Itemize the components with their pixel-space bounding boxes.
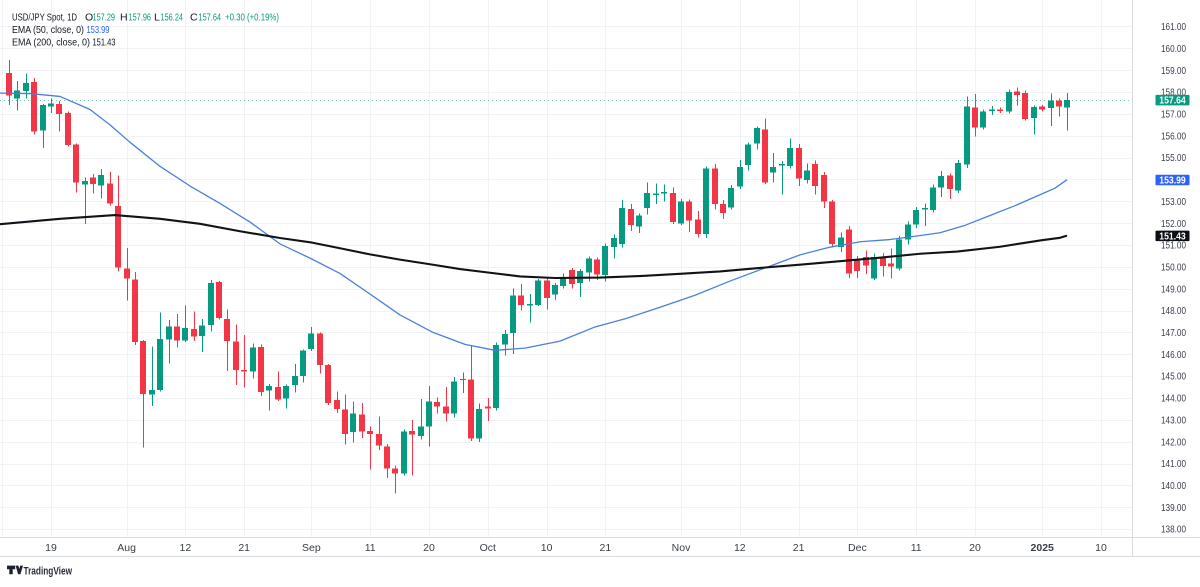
- svg-text:Dec: Dec: [848, 542, 867, 554]
- svg-text:146.00: 146.00: [1161, 349, 1186, 361]
- svg-text:2025: 2025: [1031, 542, 1055, 554]
- svg-text:H: H: [120, 12, 128, 24]
- svg-text:Oct: Oct: [480, 542, 496, 554]
- svg-text:+0.30 (+0.19%): +0.30 (+0.19%): [225, 12, 279, 24]
- svg-text:EMA (200, close, 0): EMA (200, close, 0): [12, 37, 90, 49]
- svg-text:TradingView: TradingView: [24, 566, 73, 578]
- svg-text:148.00: 148.00: [1161, 305, 1186, 317]
- svg-text:142.00: 142.00: [1161, 436, 1186, 448]
- svg-text:157.64: 157.64: [1159, 95, 1186, 107]
- svg-text:138.00: 138.00: [1161, 524, 1186, 536]
- svg-text:157.96: 157.96: [129, 12, 152, 24]
- svg-text:144.00: 144.00: [1161, 393, 1186, 405]
- svg-text:139.00: 139.00: [1161, 502, 1186, 514]
- svg-text:12: 12: [734, 542, 746, 554]
- svg-text:161.00: 161.00: [1161, 21, 1186, 33]
- svg-text:150.00: 150.00: [1161, 262, 1186, 274]
- svg-text:145.00: 145.00: [1161, 371, 1186, 383]
- svg-text:151.43: 151.43: [93, 37, 116, 49]
- svg-text:L: L: [154, 12, 160, 24]
- svg-text:20: 20: [423, 542, 435, 554]
- svg-text:USD/JPY Spot, 1D: USD/JPY Spot, 1D: [12, 12, 77, 24]
- svg-text:Sep: Sep: [302, 542, 321, 554]
- svg-text:147.00: 147.00: [1161, 327, 1186, 339]
- svg-text:21: 21: [238, 542, 250, 554]
- svg-text:157.29: 157.29: [93, 12, 116, 24]
- svg-text:157.64: 157.64: [199, 12, 222, 24]
- svg-text:152.00: 152.00: [1161, 218, 1186, 230]
- svg-text:11: 11: [365, 542, 376, 554]
- svg-text:12: 12: [180, 542, 192, 554]
- svg-text:Nov: Nov: [672, 542, 691, 554]
- svg-text:140.00: 140.00: [1161, 480, 1186, 492]
- svg-text:159.00: 159.00: [1161, 65, 1186, 77]
- svg-text:151.43: 151.43: [1159, 230, 1186, 242]
- svg-text:153.00: 153.00: [1161, 196, 1186, 208]
- svg-text:153.99: 153.99: [1159, 174, 1186, 186]
- svg-text:19: 19: [45, 542, 57, 554]
- svg-text:10: 10: [541, 542, 553, 554]
- svg-text:156.24: 156.24: [161, 12, 184, 24]
- svg-text:10: 10: [1095, 542, 1107, 554]
- svg-text:149.00: 149.00: [1161, 283, 1186, 295]
- svg-text:C: C: [190, 12, 198, 24]
- svg-text:141.00: 141.00: [1161, 458, 1186, 470]
- svg-text:EMA (50, close, 0): EMA (50, close, 0): [12, 24, 84, 36]
- svg-text:155.00: 155.00: [1161, 152, 1186, 164]
- svg-text:11: 11: [911, 542, 922, 554]
- svg-text:160.00: 160.00: [1161, 43, 1186, 55]
- svg-text:157.00: 157.00: [1161, 109, 1186, 121]
- svg-text:151.00: 151.00: [1161, 240, 1186, 252]
- svg-text:143.00: 143.00: [1161, 414, 1186, 426]
- svg-text:21: 21: [600, 542, 612, 554]
- svg-text:156.00: 156.00: [1161, 130, 1186, 142]
- svg-text:21: 21: [793, 542, 805, 554]
- svg-text:O: O: [85, 12, 93, 24]
- svg-text:20: 20: [969, 542, 981, 554]
- svg-text:153.99: 153.99: [87, 24, 110, 36]
- svg-text:Aug: Aug: [117, 542, 136, 554]
